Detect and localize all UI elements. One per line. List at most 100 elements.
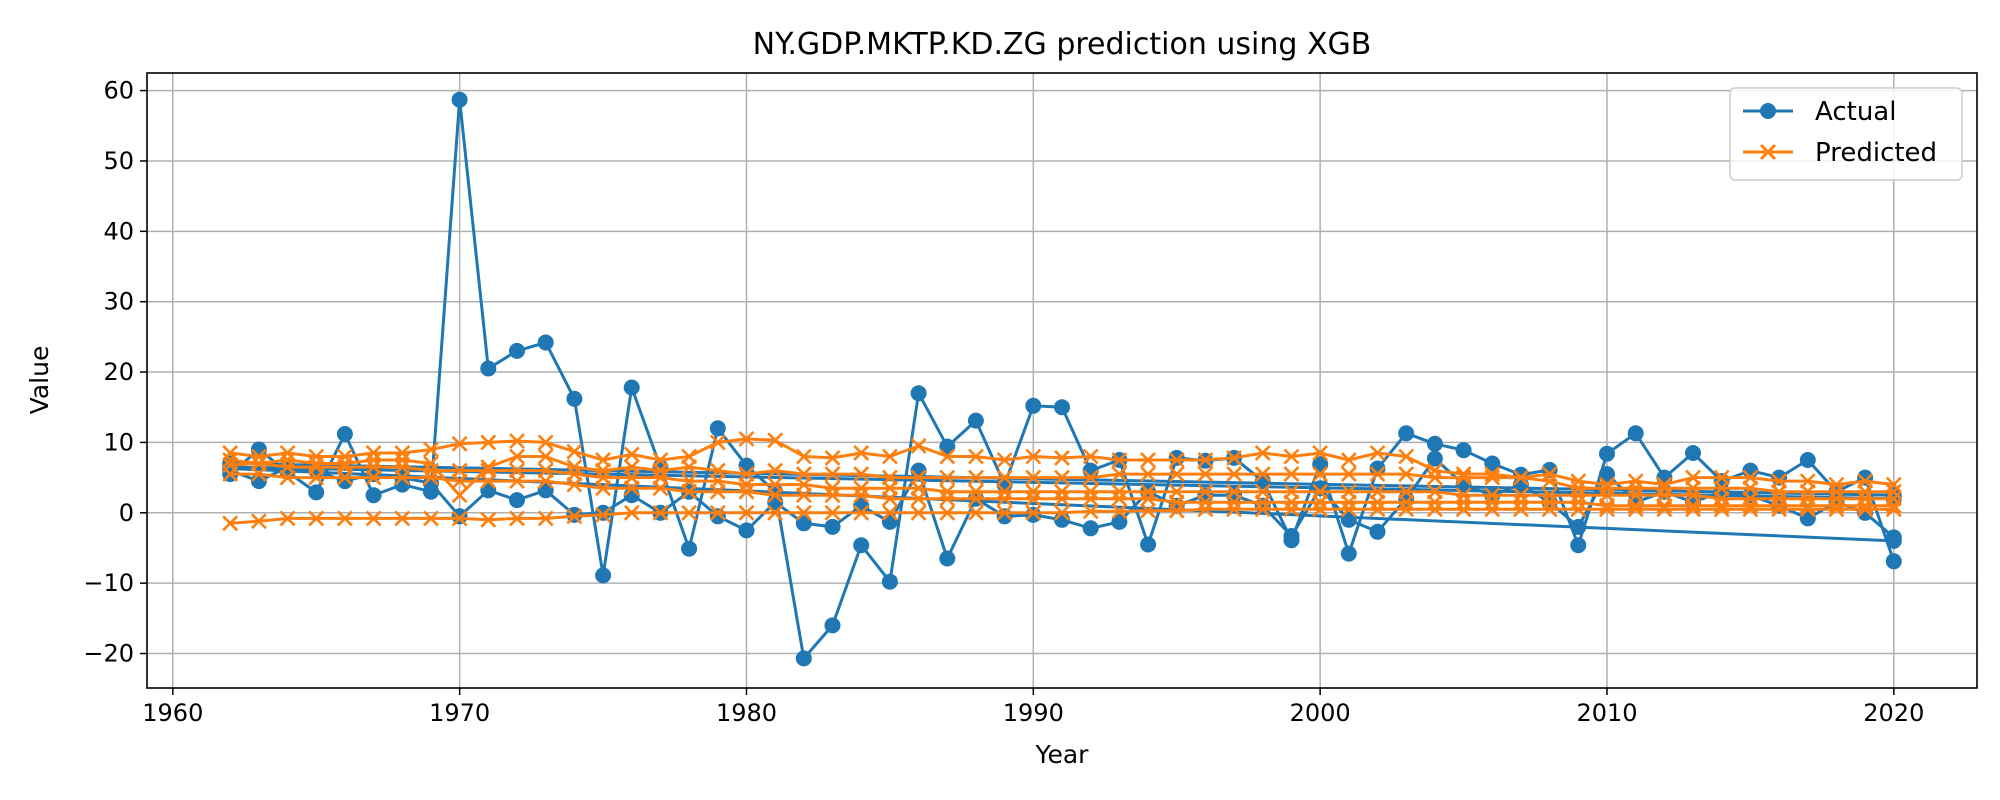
data-point-actual — [1398, 425, 1415, 442]
data-point-predicted — [365, 469, 382, 486]
data-point-predicted — [853, 504, 870, 521]
y-tick-label: 40 — [103, 217, 134, 245]
data-point-predicted — [1254, 466, 1271, 483]
data-point-actual — [509, 492, 525, 509]
data-point-predicted — [1513, 501, 1529, 518]
data-point-predicted — [1541, 501, 1558, 518]
data-point-predicted — [1627, 473, 1644, 490]
data-point-predicted — [1513, 487, 1529, 504]
data-point-predicted — [1398, 494, 1415, 511]
data-point-predicted — [1054, 504, 1070, 521]
data-point-predicted — [423, 455, 439, 472]
data-point-predicted — [1742, 497, 1759, 514]
data-point-actual — [881, 513, 898, 530]
data-point-predicted — [824, 487, 841, 504]
data-point-predicted — [1340, 494, 1357, 511]
data-point-predicted — [1111, 503, 1128, 520]
data-point-predicted — [1771, 483, 1787, 500]
data-point-actual — [967, 412, 984, 429]
data-point-predicted — [365, 445, 382, 461]
data-point-predicted — [1398, 466, 1415, 483]
data-point-actual — [939, 438, 956, 455]
data-point-predicted — [595, 462, 611, 479]
data-point-predicted — [738, 483, 755, 500]
data-point-predicted — [365, 510, 382, 527]
data-point-actual — [1025, 397, 1042, 414]
data-point-actual — [1082, 520, 1099, 537]
data-point-predicted — [738, 430, 755, 447]
data-point-predicted — [824, 466, 841, 483]
data-point-predicted — [365, 452, 382, 468]
data-point-predicted — [509, 448, 525, 465]
data-point-predicted — [566, 443, 583, 460]
x-tick-label: 1960 — [142, 699, 203, 727]
data-point-predicted — [968, 483, 984, 500]
data-point-predicted — [1426, 501, 1443, 518]
data-point-actual — [480, 482, 497, 499]
data-point-actual — [824, 518, 841, 535]
data-point-actual — [623, 379, 640, 396]
data-point-predicted — [1025, 469, 1042, 486]
data-point-predicted — [394, 452, 411, 468]
data-point-actual — [1340, 545, 1357, 562]
data-point-predicted — [939, 504, 956, 521]
data-point-predicted — [250, 513, 267, 530]
data-point-actual — [1599, 445, 1615, 462]
data-point-predicted — [652, 462, 669, 479]
data-point-predicted — [1570, 494, 1587, 511]
data-point-predicted — [537, 434, 554, 451]
data-point-predicted — [1140, 490, 1156, 507]
data-point-actual — [738, 522, 755, 539]
data-point-predicted — [1283, 501, 1300, 518]
data-point-predicted — [996, 469, 1013, 486]
data-point-actual — [1771, 469, 1788, 486]
data-point-predicted — [451, 487, 468, 504]
data-point-predicted — [1857, 497, 1874, 514]
data-point-predicted — [480, 434, 497, 451]
data-point-predicted — [1082, 448, 1099, 465]
data-point-predicted — [709, 434, 726, 451]
legend-actual-marker — [1760, 103, 1776, 119]
data-point-predicted — [279, 510, 296, 527]
data-point-actual — [336, 426, 353, 442]
data-point-predicted — [996, 483, 1013, 500]
data-point-predicted — [1197, 501, 1214, 518]
data-point-predicted — [1570, 501, 1587, 518]
data-point-predicted — [1340, 466, 1357, 483]
data-point-predicted — [1426, 469, 1443, 486]
data-point-predicted — [250, 448, 267, 465]
data-point-predicted — [480, 473, 497, 490]
data-point-predicted — [566, 476, 583, 493]
data-point-predicted — [1082, 483, 1099, 500]
data-point-actual — [1570, 537, 1587, 554]
data-point-predicted — [222, 466, 239, 483]
data-point-actual — [451, 91, 468, 108]
data-point-predicted — [1168, 452, 1185, 468]
data-point-actual — [537, 482, 554, 499]
data-point-predicted — [1541, 473, 1558, 490]
data-point-predicted — [1455, 487, 1472, 504]
data-point-predicted — [1799, 497, 1816, 514]
y-tick-label: 60 — [103, 77, 134, 105]
data-point-actual — [336, 473, 353, 490]
data-point-predicted — [1111, 490, 1128, 507]
data-point-actual — [451, 508, 468, 525]
data-point-predicted — [537, 448, 554, 465]
data-point-predicted — [480, 511, 497, 528]
data-point-predicted — [222, 515, 239, 532]
data-point-predicted — [681, 483, 698, 500]
data-point-actual — [1426, 435, 1443, 452]
data-point-predicted — [1283, 448, 1300, 465]
data-point-predicted — [1713, 497, 1730, 514]
data-point-actual — [1025, 506, 1042, 523]
data-point-predicted — [1226, 494, 1243, 511]
data-point-predicted — [824, 480, 841, 497]
plot-area — [222, 91, 1902, 667]
data-point-actual — [595, 504, 612, 521]
data-point-predicted — [1369, 494, 1386, 511]
data-point-predicted — [1140, 452, 1156, 468]
data-point-predicted — [1484, 494, 1501, 511]
data-point-predicted — [1226, 501, 1243, 518]
data-point-predicted — [1398, 448, 1415, 465]
